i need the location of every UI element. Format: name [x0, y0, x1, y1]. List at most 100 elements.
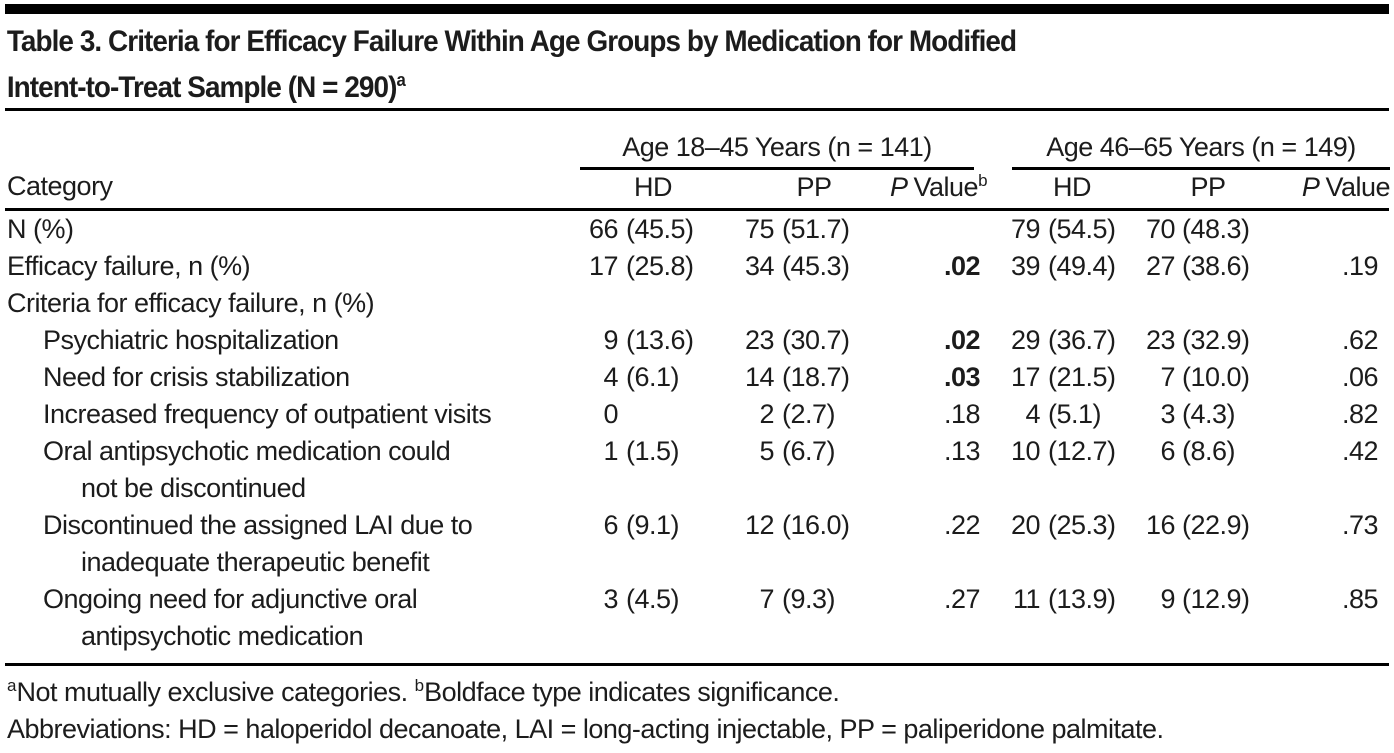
cell-count: 23: [1145, 325, 1176, 355]
cell-percent: (9.1): [626, 510, 680, 540]
cell-percent: (32.9): [1182, 325, 1250, 355]
age-group-2-header: Age 46–65 Years (n = 149) HD PP P Value: [1002, 111, 1394, 208]
cell-pvalue: .03: [943, 362, 981, 392]
cell-count: 20: [1010, 510, 1041, 540]
body-divider-rule: [5, 663, 1389, 666]
title-footnote-marker: a: [396, 70, 406, 90]
cell-pvalue: .02: [943, 325, 981, 355]
cell-percent: (10.0): [1182, 362, 1250, 392]
cell-pvalue: .85: [1341, 584, 1379, 614]
cell-count: 11: [1012, 584, 1041, 614]
cell-percent: (45.3): [782, 251, 850, 281]
cell-percent: (1.5): [626, 436, 680, 466]
table-title-line2: Intent-to-Treat Sample (N = 290)a: [6, 70, 406, 104]
row-label-line1: Ongoing need for adjunctive oral: [43, 584, 418, 614]
cell-pp: 3 (4.3): [1142, 396, 1274, 433]
cell-hd: 0: [568, 396, 738, 433]
cell-pp: 7 (9.3): [738, 581, 890, 655]
column-header-hd: HD: [1053, 172, 1092, 202]
row-label-line1: N (%): [7, 214, 74, 244]
cell-hd: 11 (13.9): [1002, 581, 1142, 655]
cell-pvalue: [890, 285, 982, 322]
cell-hd: [1002, 285, 1142, 322]
cell-count: 14: [744, 362, 775, 392]
table-title-line1: Table 3. Criteria for Efficacy Failure W…: [6, 25, 1017, 58]
cell-hd: 39 (49.4): [1002, 248, 1142, 285]
cell-percent: (36.7): [1048, 325, 1116, 355]
top-rule: [5, 4, 1389, 14]
cell-percent: (38.6): [1182, 251, 1250, 281]
cell-count: 39: [1010, 251, 1041, 281]
cell-percent: (12.9): [1182, 584, 1250, 614]
cell-hd: 66 (45.5): [568, 211, 738, 248]
cell-pp: 7 (10.0): [1142, 359, 1274, 396]
category-column-header: Category: [7, 171, 113, 201]
cell-pp: 6 (8.6): [1142, 433, 1274, 507]
cell-count: 7: [759, 584, 774, 614]
row-label-line1: Discontinued the assigned LAI due to: [43, 510, 473, 540]
row-label-line2: not be discontinued: [81, 473, 306, 503]
cell-count: 9: [603, 325, 618, 355]
cell-count: 9: [1160, 584, 1175, 614]
cell-percent: (48.3): [1182, 214, 1250, 244]
row-label: Efficacy failure, n (%): [5, 248, 568, 285]
footnote-line-2: Abbreviations: HD = haloperidol decanoat…: [7, 714, 1164, 744]
table-row: Efficacy failure, n (%) 17 (25.8) 34 (45.3).…: [5, 248, 1394, 285]
cell-percent: (45.5): [626, 214, 694, 244]
row-label: Need for crisis stabilization: [5, 359, 568, 396]
cell-count: 66: [588, 214, 619, 244]
cell-count: 2: [759, 399, 774, 429]
group-gap: [982, 111, 1002, 208]
cell-percent: (25.8): [626, 251, 694, 281]
cell-percent: (13.9): [1048, 584, 1116, 614]
cell-pvalue: .06: [1341, 362, 1379, 392]
cell-hd: 10 (12.7): [1002, 433, 1142, 507]
table-title: Table 3. Criteria for Efficacy Failure W…: [5, 14, 1297, 108]
title-divider-rule: [5, 108, 1389, 111]
column-gap: [982, 433, 1002, 507]
column-gap: [982, 322, 1002, 359]
cell-count: 0: [603, 399, 618, 429]
cell-count: 7: [1160, 362, 1175, 392]
cell-hd: 4 (5.1): [1002, 396, 1142, 433]
cell-pp: [738, 285, 890, 322]
cell-percent: (6.7): [782, 436, 836, 466]
column-header-pvalue: P Valueb: [890, 171, 988, 202]
cell-pp: 12 (16.0): [738, 507, 890, 581]
cell-percent: (6.1): [626, 362, 680, 392]
cell-percent: (49.4): [1048, 251, 1116, 281]
row-label: Criteria for efficacy failure, n (%): [5, 285, 568, 322]
cell-pvalue: .62: [1341, 325, 1379, 355]
table-row: Discontinued the assigned LAI due to inad…: [5, 507, 1394, 581]
cell-percent: (2.7): [782, 399, 836, 429]
cell-pvalue: [890, 211, 982, 248]
cell-pp: 5 (6.7): [738, 433, 890, 507]
row-label: N (%): [5, 211, 568, 248]
cell-percent: (30.7): [782, 325, 850, 355]
cell-pvalue: .19: [1341, 251, 1379, 281]
cell-hd: 4 (6.1): [568, 359, 738, 396]
cell-pvalue: .22: [943, 510, 981, 540]
cell-pp: 23 (32.9): [1142, 322, 1274, 359]
cell-pp: 75 (51.7): [738, 211, 890, 248]
cell-pvalue: .73: [1341, 510, 1379, 540]
cell-pp: 23 (30.7): [738, 322, 890, 359]
row-label-line1: Oral antipsychotic medication could: [43, 436, 451, 466]
column-gap: [982, 211, 1002, 248]
cell-count: 34: [744, 251, 775, 281]
table-row: Increased frequency of outpatient visits…: [5, 396, 1394, 433]
row-label-line1: Criteria for efficacy failure, n (%): [7, 288, 375, 318]
footnote-marker: b: [414, 676, 425, 695]
cell-count: 4: [603, 362, 618, 392]
cell-count: 23: [744, 325, 775, 355]
column-gap: [982, 285, 1002, 322]
row-label-line1: Efficacy failure, n (%): [7, 251, 251, 281]
age-group-1-label: Age 18–45 Years (n = 141): [580, 111, 974, 170]
cell-pvalue: .82: [1341, 399, 1379, 429]
cell-count: 3: [603, 584, 618, 614]
cell-pp: 9 (12.9): [1142, 581, 1274, 655]
footnotes: aNot mutually exclusive categories. bBol…: [5, 666, 1394, 748]
row-label: Psychiatric hospitalization: [5, 322, 568, 359]
column-gap: [982, 396, 1002, 433]
cell-count: 27: [1145, 251, 1176, 281]
